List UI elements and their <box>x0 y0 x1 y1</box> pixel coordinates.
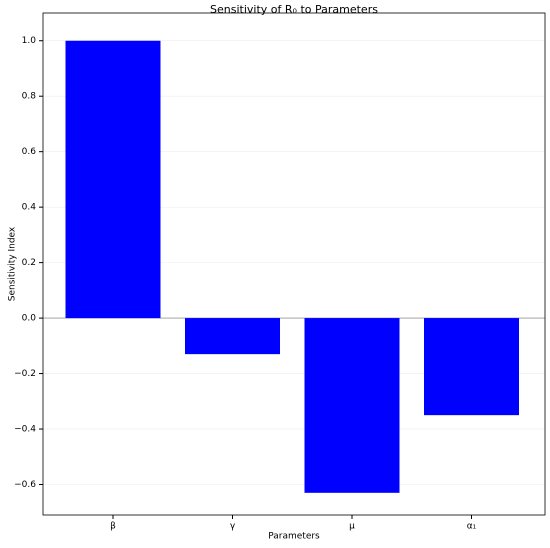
y-tick-label: 0.8 <box>22 92 37 102</box>
bar <box>304 318 400 493</box>
bar <box>424 318 519 416</box>
y-tick-label: −0.4 <box>14 425 36 435</box>
x-tick-label: γ <box>230 522 236 532</box>
y-tick-label: −0.2 <box>14 369 36 379</box>
y-axis-label: Sensitivity Index <box>8 226 18 301</box>
x-tick-label: α₁ <box>467 522 477 532</box>
bar <box>65 40 161 319</box>
y-tick-label: 0.4 <box>22 203 37 213</box>
x-tick-label: β <box>110 522 116 532</box>
x-axis-label: Parameters <box>268 532 320 542</box>
y-tick-label: 0.0 <box>22 314 37 324</box>
plot-frame <box>42 12 546 516</box>
bar <box>185 318 280 355</box>
x-tick-label: μ <box>349 522 355 532</box>
y-tick-label: 0.6 <box>22 147 37 157</box>
y-tick-label: −0.6 <box>14 480 36 490</box>
y-tick-label: 1.0 <box>22 36 37 46</box>
chart-title: Sensitivity of R₀ to Parameters <box>210 3 378 16</box>
y-tick-label: 0.2 <box>22 258 36 268</box>
